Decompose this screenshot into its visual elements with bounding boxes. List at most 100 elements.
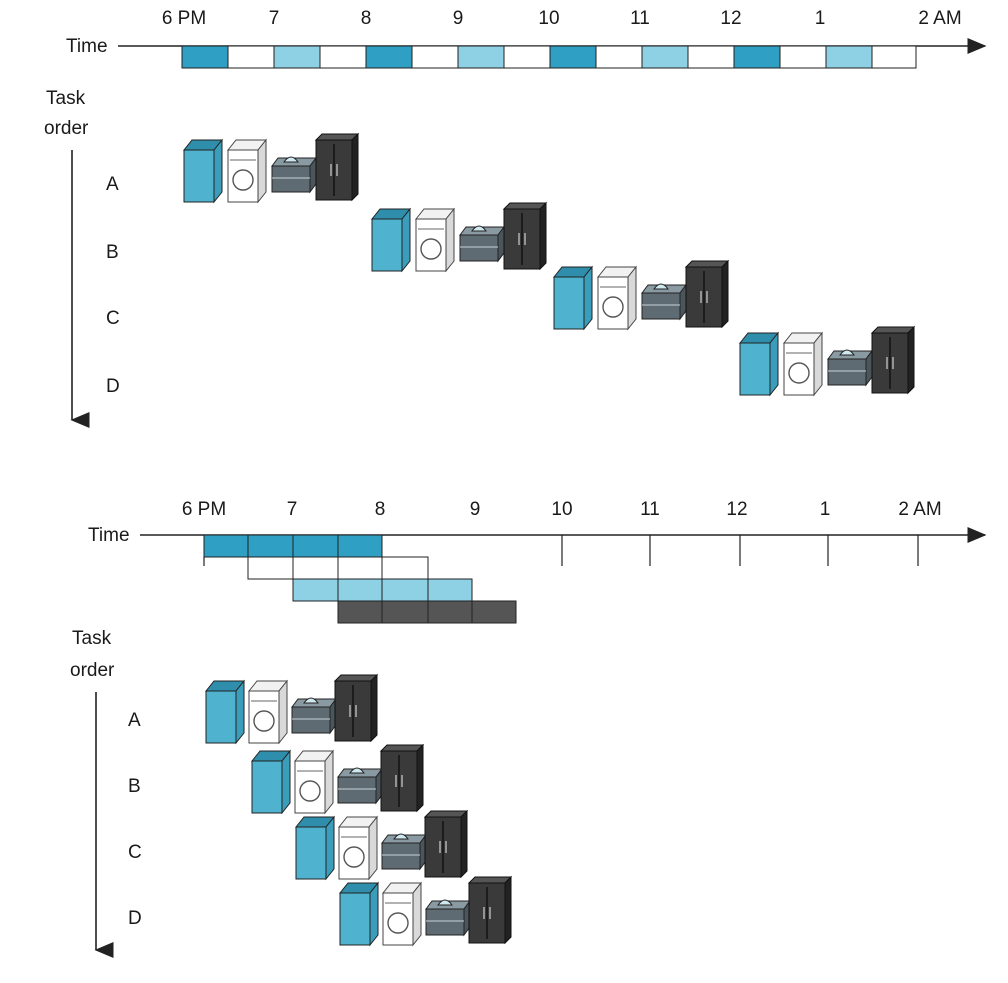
appliance-row — [370, 201, 548, 273]
appliance-row — [738, 325, 916, 397]
dry-stage-block — [247, 556, 294, 580]
wash-stage-block — [365, 45, 413, 69]
task-axis-label: Task — [72, 628, 112, 649]
wash-stage-block — [733, 45, 781, 69]
dry-stage-block — [411, 45, 459, 69]
task-label: B — [128, 776, 141, 797]
store-stage-block — [427, 600, 473, 624]
dryer-icon — [337, 815, 379, 881]
folding-table-icon — [827, 349, 873, 387]
washer-icon — [250, 749, 292, 815]
store-stage-block — [319, 45, 367, 69]
store-stage-block — [687, 45, 735, 69]
task-label: C — [128, 842, 142, 863]
fold-stage-block — [825, 45, 873, 69]
wash-stage-block — [181, 45, 229, 69]
pipelined-hour-labels: 6 PM 7 8 9 10 11 12 1 2 AM — [182, 499, 942, 520]
fold-stage-block — [273, 45, 321, 69]
hour-label: 6 PM — [182, 499, 226, 520]
task-axis-label: order — [70, 660, 115, 681]
appliance-row — [552, 259, 730, 331]
washer-icon — [294, 815, 336, 881]
dry-stage-block — [337, 556, 383, 580]
sequential-diagram: 6 PM 7 8 9 10 11 12 1 2 AM Time — [44, 8, 987, 428]
dryer-icon — [381, 881, 423, 947]
pipelined-schedule-bars — [203, 534, 517, 624]
hour-label: 9 — [453, 8, 464, 29]
washer-icon — [370, 207, 412, 273]
hour-label: 2 AM — [918, 8, 961, 29]
dryer-icon — [247, 679, 289, 745]
fold-stage-block — [381, 578, 429, 602]
pipelined-axis-ticks — [561, 535, 919, 566]
hour-label: 2 AM — [898, 499, 941, 520]
fold-stage-block — [641, 45, 689, 69]
hour-label: 12 — [720, 8, 741, 29]
wash-stage-block — [292, 534, 339, 558]
washer-icon — [552, 265, 594, 331]
time-axis-label: Time — [88, 525, 130, 546]
washer-icon — [738, 331, 780, 397]
closet-icon — [870, 325, 916, 395]
wash-stage-block — [549, 45, 597, 69]
folding-table-icon — [425, 899, 471, 937]
dry-stage-block — [779, 45, 827, 69]
hour-label: 6 PM — [162, 8, 206, 29]
task-label: C — [106, 308, 120, 329]
dry-stage-block — [292, 556, 339, 580]
closet-icon — [423, 809, 469, 879]
task-label: D — [128, 908, 142, 929]
appliance-row — [338, 875, 513, 947]
store-stage-block — [381, 600, 429, 624]
hour-label: 1 — [820, 499, 831, 520]
appliance-row — [294, 809, 469, 881]
pipelined-appliance-rows — [204, 673, 513, 947]
closet-icon — [333, 673, 379, 743]
washer-icon — [204, 679, 246, 745]
closet-icon — [684, 259, 730, 329]
task-axis-label: Task — [46, 88, 86, 109]
washer-icon — [338, 881, 380, 947]
hour-label: 11 — [630, 8, 650, 29]
wash-stage-block — [203, 534, 249, 558]
fold-stage-block — [337, 578, 383, 602]
appliance-row — [250, 743, 425, 815]
dryer-icon — [226, 138, 268, 204]
hour-label: 1 — [815, 8, 826, 29]
task-label: B — [106, 242, 119, 263]
task-axis-label: order — [44, 118, 89, 139]
wash-stage-block — [247, 534, 294, 558]
folding-table-icon — [271, 156, 317, 194]
hour-label: 12 — [726, 499, 747, 520]
dryer-icon — [293, 749, 335, 815]
folding-table-icon — [459, 225, 505, 263]
fold-stage-block — [457, 45, 505, 69]
sequential-hour-labels: 6 PM 7 8 9 10 11 12 1 2 AM — [162, 8, 962, 29]
closet-icon — [314, 132, 360, 202]
closet-icon — [502, 201, 548, 271]
hour-label: 9 — [470, 499, 481, 520]
hour-label: 7 — [287, 499, 298, 520]
wash-stage-block — [337, 534, 383, 558]
fold-stage-block — [292, 578, 339, 602]
task-label: D — [106, 376, 120, 397]
fold-stage-block — [427, 578, 473, 602]
dry-stage-block — [381, 556, 429, 580]
dryer-icon — [414, 207, 456, 273]
folding-table-icon — [291, 697, 337, 735]
hour-label: 10 — [538, 8, 559, 29]
folding-table-icon — [337, 767, 383, 805]
folding-table-icon — [641, 283, 687, 321]
appliance-row — [204, 673, 379, 745]
pipelined-diagram: 6 PM 7 8 9 10 11 12 1 2 AM Time — [70, 499, 987, 958]
store-stage-block — [471, 600, 517, 624]
closet-icon — [467, 875, 513, 945]
hour-label: 8 — [361, 8, 372, 29]
dry-stage-block — [227, 45, 275, 69]
store-stage-block — [871, 45, 917, 69]
dryer-icon — [596, 265, 638, 331]
hour-label: 11 — [640, 499, 660, 520]
closet-icon — [379, 743, 425, 813]
